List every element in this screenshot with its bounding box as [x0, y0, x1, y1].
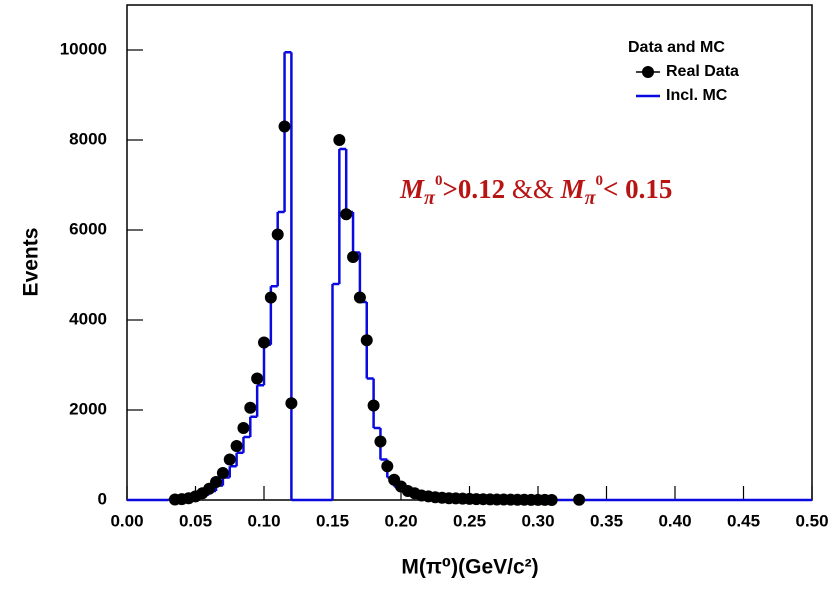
annotation-part: M	[560, 174, 586, 204]
data-point	[264, 291, 277, 304]
x-axis-label: M(π⁰)(GeV/c²)	[401, 556, 538, 579]
y-tick-label: 10000	[60, 39, 107, 58]
annotation-part: π	[585, 187, 597, 209]
data-point	[381, 460, 394, 473]
annotation-part: < 0.15	[603, 174, 672, 204]
annotation-part: π	[424, 187, 436, 209]
legend-label: Incl. MC	[666, 87, 728, 104]
x-tick-label: 0.10	[247, 511, 280, 530]
data-point	[216, 467, 229, 479]
data-point	[545, 493, 558, 506]
x-tick-label: 0.15	[316, 511, 349, 530]
data-point	[278, 120, 291, 133]
data-point	[353, 291, 366, 304]
data-point	[573, 493, 586, 506]
x-tick-label: 0.35	[590, 511, 623, 530]
x-tick-label: 0.40	[658, 511, 691, 530]
data-point	[367, 399, 380, 412]
legend-swatch	[642, 66, 654, 78]
data-point	[340, 208, 353, 221]
annotation: Mπ0>0.12 && Mπ0< 0.15	[399, 173, 672, 208]
data-point	[271, 228, 284, 241]
y-tick-label: 6000	[69, 219, 107, 238]
data-point	[347, 251, 360, 263]
x-tick-label: 0.30	[521, 511, 554, 530]
annotation-part: >0.12	[442, 174, 505, 204]
annotation-part: &&	[505, 174, 561, 204]
annotation-part: M	[399, 174, 425, 204]
y-tick-label: 2000	[69, 399, 107, 418]
annotation-part: 0	[435, 173, 443, 189]
y-tick-label: 0	[98, 489, 107, 508]
legend-label: Real Data	[666, 63, 739, 80]
x-tick-label: 0.00	[110, 511, 143, 530]
data-point	[237, 422, 250, 434]
data-point	[251, 372, 264, 385]
x-tick-label: 0.20	[384, 511, 417, 530]
x-tick-label: 0.45	[727, 511, 760, 530]
data-point	[285, 397, 298, 410]
y-tick-label: 8000	[69, 129, 107, 148]
y-tick-label: 4000	[69, 309, 107, 328]
x-tick-label: 0.05	[179, 511, 212, 530]
x-tick-label: 0.50	[795, 511, 828, 530]
data-point	[223, 453, 236, 466]
data-point	[333, 134, 346, 146]
x-tick-label: 0.25	[453, 511, 486, 530]
legend-title: Data and MC	[628, 39, 725, 56]
y-axis-label: Events	[20, 228, 43, 297]
data-point	[360, 334, 373, 347]
data-point	[374, 435, 387, 448]
data-point	[244, 401, 257, 414]
data-point	[210, 476, 223, 488]
annotation-part: 0	[596, 173, 604, 189]
data-point	[258, 336, 270, 349]
data-point	[230, 440, 243, 452]
